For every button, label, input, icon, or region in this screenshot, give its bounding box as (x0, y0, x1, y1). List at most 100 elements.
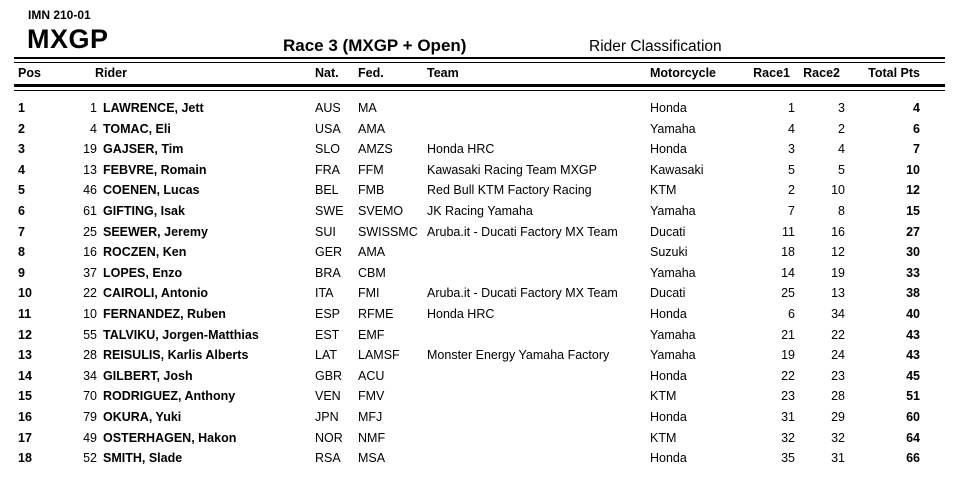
cell-race1-result: 6 (788, 306, 795, 321)
cell-federation: AMA (358, 245, 386, 260)
cell-rider-name: FERNANDEZ, Ruben (103, 306, 226, 321)
cell-race1-result: 11 (782, 224, 795, 239)
cell-team: Honda HRC (427, 142, 495, 157)
cell-rider-name: SMITH, Slade (103, 451, 183, 466)
cell-rider-name: FEBVRE, Romain (103, 162, 207, 177)
cell-federation: FMV (358, 389, 385, 404)
table-row: 6 61 GIFTING, Isak SWE SVEMO JK Racing Y… (18, 201, 920, 222)
cell-team: Honda HRC (427, 306, 495, 321)
cell-race1-result: 18 (781, 245, 795, 260)
cell-motorcycle: KTM (650, 389, 677, 404)
cell-total-points: 27 (906, 224, 920, 239)
cell-position: 14 (18, 368, 32, 383)
cell-rider-name: GAJSER, Tim (103, 142, 184, 157)
cell-race2-result: 8 (838, 203, 845, 218)
cell-race1-result: 35 (781, 451, 795, 466)
cell-team (427, 428, 650, 449)
cell-race1-result: 32 (781, 430, 795, 445)
cell-rider-number: 4 (90, 121, 97, 136)
table-row: 12 55 TALVIKU, Jorgen-Matthias EST EMF Y… (18, 325, 920, 346)
cell-total-points: 43 (906, 348, 920, 363)
cell-team (427, 366, 650, 387)
col-header-race1: Race1 (753, 66, 790, 80)
cell-nationality: SLO (315, 142, 341, 157)
race-title: Race 3 (MXGP + Open) (283, 36, 467, 55)
cell-nationality: JPN (315, 409, 339, 424)
cell-federation: AMZS (358, 142, 393, 157)
cell-race2-result: 16 (831, 224, 845, 239)
cell-position: 13 (18, 348, 32, 363)
cell-race2-result: 4 (838, 142, 845, 157)
cell-race2-result: 24 (831, 348, 845, 363)
cell-team: Aruba.it - Ducati Factory MX Team (427, 286, 618, 301)
cell-race2-result: 31 (831, 451, 845, 466)
cell-rider-number: 37 (83, 265, 97, 280)
cell-position: 8 (18, 245, 25, 260)
cell-rider-number: 61 (83, 203, 97, 218)
cell-position: 16 (18, 409, 32, 424)
cell-race2-result: 22 (831, 327, 845, 342)
cell-federation: RFME (358, 306, 394, 321)
cell-rider-number: 49 (83, 430, 97, 445)
cell-race1-result: 31 (781, 409, 795, 424)
cell-position: 10 (18, 286, 32, 301)
cell-total-points: 66 (906, 451, 920, 466)
cell-federation: MFJ (358, 409, 383, 424)
cell-federation: AMA (358, 121, 386, 136)
cell-total-points: 38 (906, 286, 920, 301)
cell-motorcycle: Ducati (650, 224, 686, 239)
cell-team (427, 242, 650, 263)
cell-team (427, 98, 650, 119)
cell-rider-name: COENEN, Lucas (103, 183, 200, 198)
cell-total-points: 51 (906, 389, 920, 404)
col-header-rider: Rider (95, 66, 127, 80)
table-row: 16 79 OKURA, Yuki JPN MFJ Honda 31 29 60 (18, 407, 920, 428)
cell-total-points: 4 (913, 101, 920, 115)
table-row: 4 13 FEBVRE, Romain FRA FFM Kawasaki Rac… (18, 160, 920, 181)
cell-rider-name: REISULIS, Karlis Alberts (103, 348, 249, 363)
col-header-federation: Fed. (358, 66, 384, 80)
cell-total-points: 15 (906, 203, 920, 218)
cell-motorcycle: KTM (650, 183, 677, 198)
cell-motorcycle: Honda (650, 409, 687, 424)
cell-rider-name: TALVIKU, Jorgen-Matthias (103, 327, 259, 342)
cell-nationality: EST (315, 327, 340, 342)
cell-total-points: 7 (913, 142, 920, 157)
classification-table-body: 1 1 LAWRENCE, Jett AUS MA Honda 1 3 4 2 … (18, 98, 920, 469)
cell-team: Kawasaki Racing Team MXGP (427, 162, 597, 177)
table-row: 14 34 GILBERT, Josh GBR ACU Honda 22 23 … (18, 366, 920, 387)
cell-position: 3 (18, 142, 25, 157)
table-row: 10 22 CAIROLI, Antonio ITA FMI Aruba.it … (18, 283, 920, 304)
col-header-race2: Race2 (803, 66, 840, 80)
cell-total-points: 6 (913, 121, 920, 136)
cell-rider-number: 52 (83, 451, 97, 466)
cell-team (427, 325, 650, 346)
cell-nationality: FRA (315, 162, 340, 177)
cell-rider-name: TOMAC, Eli (103, 121, 171, 136)
cell-position: 11 (18, 306, 32, 321)
cell-motorcycle: Honda (650, 101, 687, 115)
cell-federation: ACU (358, 368, 385, 383)
cell-team (427, 263, 650, 284)
cell-rider-number: 19 (83, 142, 97, 157)
col-header-nationality: Nat. (315, 66, 339, 80)
cell-rider-number: 25 (83, 224, 97, 239)
cell-race2-result: 2 (838, 121, 845, 136)
cell-nationality: GBR (315, 368, 343, 383)
cell-motorcycle: Honda (650, 451, 687, 466)
table-row: 1 1 LAWRENCE, Jett AUS MA Honda 1 3 4 (18, 98, 920, 119)
cell-motorcycle: KTM (650, 430, 677, 445)
cell-position: 15 (18, 389, 32, 404)
cell-nationality: NOR (315, 430, 343, 445)
cell-federation: NMF (358, 430, 386, 445)
cell-rider-number: 79 (83, 409, 97, 424)
cell-rider-name: OSTERHAGEN, Hakon (103, 430, 237, 445)
cell-race1-result: 5 (788, 162, 795, 177)
cell-position: 1 (18, 101, 25, 115)
table-row: 2 4 TOMAC, Eli USA AMA Yamaha 4 2 6 (18, 119, 920, 140)
cell-position: 12 (18, 327, 32, 342)
cell-motorcycle: Suzuki (650, 245, 688, 260)
cell-race2-result: 28 (831, 389, 845, 404)
cell-rider-number: 22 (83, 286, 97, 301)
